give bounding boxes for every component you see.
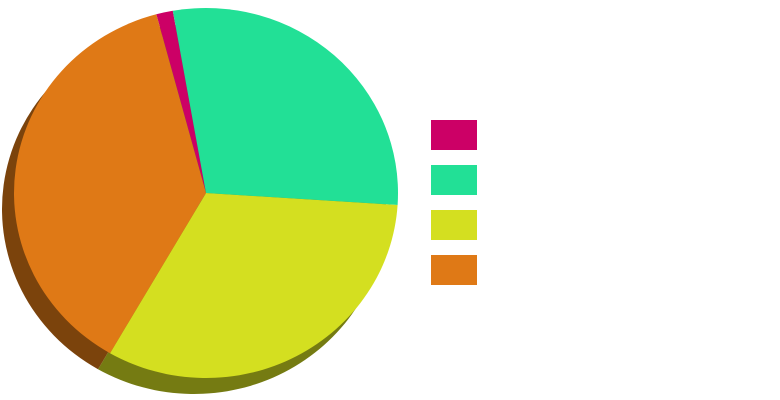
pie-chart [2, 8, 399, 394]
legend-swatch-3 [431, 210, 477, 240]
legend-swatch-2 [431, 165, 477, 195]
pie-slice-3 [110, 193, 398, 378]
legend-item-4 [431, 255, 477, 285]
pie-slices [14, 8, 399, 378]
legend-item-1 [431, 120, 477, 150]
legend [431, 120, 477, 300]
pie-slice-4 [14, 14, 206, 354]
legend-item-2 [431, 165, 477, 195]
legend-swatch-4 [431, 255, 477, 285]
legend-item-3 [431, 210, 477, 240]
legend-swatch-1 [431, 120, 477, 150]
pie-slice-1 [156, 10, 206, 194]
pie-slice-2 [172, 8, 399, 206]
